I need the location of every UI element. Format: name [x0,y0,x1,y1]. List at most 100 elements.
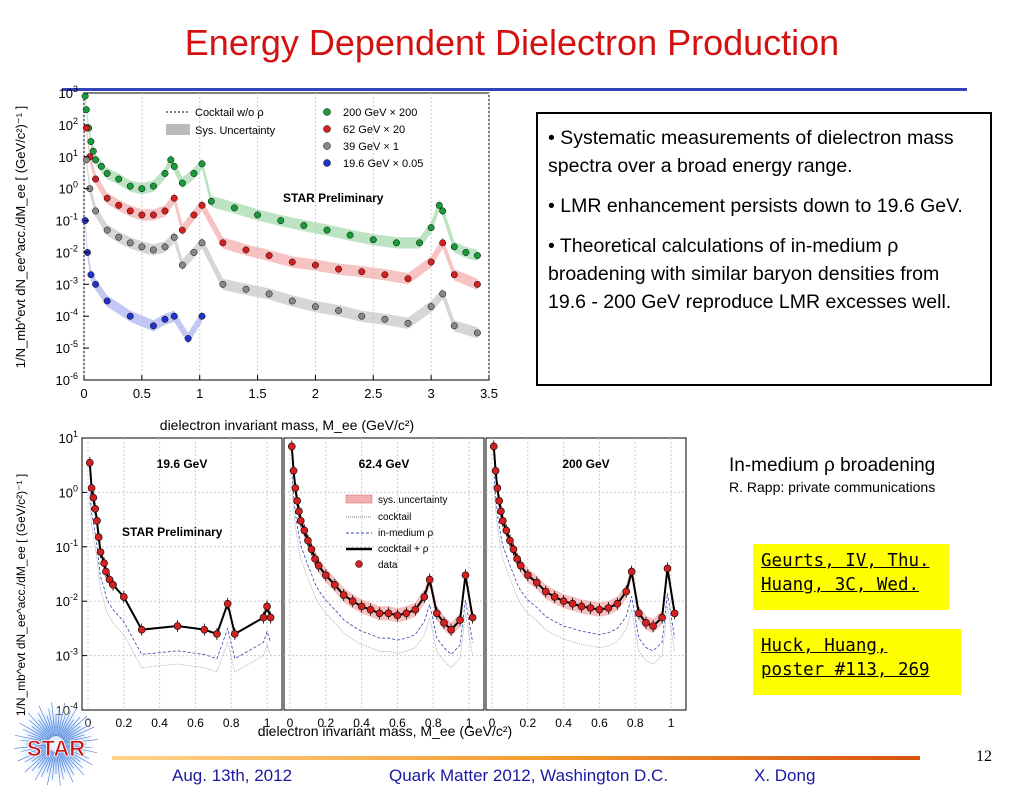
legend-200-marker [323,108,331,116]
x-tick-label: 0 [489,716,496,730]
data-point [381,315,389,323]
data-point [381,271,389,279]
data-point [586,604,595,612]
data-point [120,593,128,601]
logo-ray [27,712,51,739]
legend-sys-swatch [166,124,190,135]
logo-ray [48,708,55,737]
logo-ray [63,734,85,742]
data-point [103,170,111,177]
data-point [115,233,123,241]
slide-title: Energy Dependent Dielectron Production [184,22,840,63]
y-tick-label: 10-6 [56,371,78,388]
footer-author: X. Dong [754,766,816,785]
y-tick-label: 10-2 [56,243,78,260]
data-point [311,555,319,563]
data-point [296,517,305,525]
reference-link[interactable]: Huck, Huang, [761,636,888,656]
panel-label: 200 GeV [562,457,609,471]
x-tick-label: 0 [287,716,294,730]
logo-ray [46,715,54,737]
data-point [392,239,400,247]
logo-ray [17,746,49,762]
data-point [200,625,209,634]
reference-box-talks: Geurts, IV, Thu. Huang, 3C, Wed. [753,544,949,610]
data-point [322,571,330,580]
data-point [103,297,111,305]
y-tick-label: 10-1 [56,538,78,555]
x-tick-label: 0.2 [519,716,536,730]
data-point [613,599,622,608]
data-point [161,243,169,251]
data-point [126,207,134,215]
data-point [102,567,110,576]
data-point [288,258,296,266]
data-point [498,517,507,525]
data-point [126,312,134,320]
data-point [346,231,354,239]
x-tick-label: 1.5 [249,386,267,401]
data-point [161,170,169,177]
legend-cocktail-label: Cocktail w/o ρ [195,107,264,119]
logo-ray [63,736,92,743]
reference-link[interactable]: poster #113, 269 [761,660,930,680]
logo-ray [31,749,51,771]
logo-ray [46,751,55,786]
logo-ray [61,749,83,769]
logo-ray [14,734,49,743]
data-point [149,322,157,330]
x-tick-label: 1 [466,716,473,730]
data-point [170,162,178,170]
legend-sys-label: Sys. Uncertainty [195,125,276,137]
series-band [86,122,478,290]
data-point [93,517,101,525]
logo-ray [14,744,49,749]
panel-frame [485,437,687,711]
bullet-3: • Theoretical calculations of in-medium … [548,235,952,313]
data-point [627,567,636,576]
data-point [304,536,312,545]
rapp-subtitle: R. Rapp: private communications [729,479,936,495]
logo-ray [38,750,52,769]
data-point [178,226,186,234]
data-point [190,248,198,256]
logo-ray [20,739,49,744]
data-point [89,493,98,502]
logo-ray [58,751,74,783]
data-point [184,335,192,342]
data-point [91,504,99,513]
data-point [335,265,343,273]
data-point [178,179,186,187]
data-point [207,197,215,205]
logo-ray [61,717,81,739]
x-tick-label: 0.4 [353,716,370,730]
data-point [81,92,89,100]
logo-ray [27,734,49,742]
reference-link[interactable]: Geurts, IV, Thu. [761,551,930,571]
y-tick-label: 10-1 [56,212,78,229]
logo-ray [57,702,66,737]
bullet-2: • LMR enhancement persists down to 19.6 … [548,195,963,217]
data-point [242,285,250,293]
data-point [161,207,169,215]
y-tick-label: 10-4 [56,307,78,324]
data-point [491,466,500,475]
data-point [468,613,477,622]
top-chart-annotation: STAR Preliminary [283,191,384,205]
footer-bar [112,756,920,760]
data-point [149,182,157,190]
legend-39-label: 39 GeV × 1 [343,141,399,153]
data-point [532,578,541,587]
data-point [277,217,285,225]
legend-200-label: 200 GeV × 200 [343,107,417,119]
data-point [230,204,238,212]
x-tick-label: 3 [428,386,435,401]
reference-link[interactable]: Huang, 3C, Wed. [761,575,920,595]
data-point [649,622,657,630]
data-point [330,581,339,589]
data-point [404,275,412,283]
x-tick-label: 3.5 [480,386,498,401]
data-point [339,591,348,599]
data-point [524,571,532,580]
